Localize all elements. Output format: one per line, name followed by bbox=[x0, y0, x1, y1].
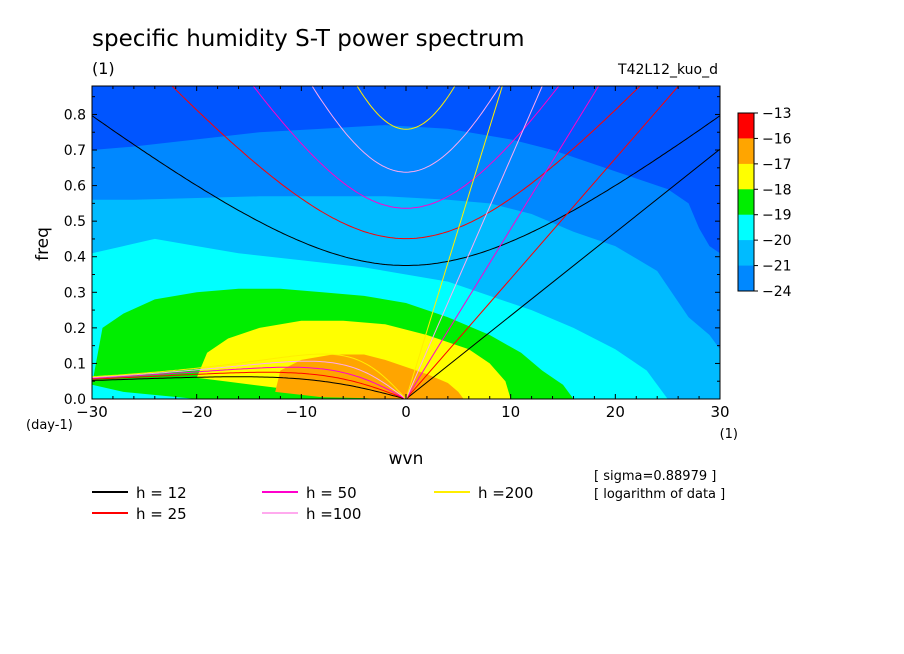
colorbar-swatch bbox=[738, 240, 754, 266]
y-tick-label: 0.7 bbox=[64, 143, 86, 159]
legend-label: h = 12 bbox=[136, 484, 187, 502]
legend-label: h =200 bbox=[478, 484, 533, 502]
colorbar-label: −13 bbox=[762, 106, 792, 122]
colorbar-label: −21 bbox=[762, 259, 792, 275]
legend: h = 12 h = 25 h = 50 h =100 h =200 bbox=[92, 484, 533, 523]
x-tick-label: −30 bbox=[76, 403, 108, 421]
x-tick-label: 0 bbox=[401, 403, 411, 421]
dispersion-curve bbox=[356, 86, 456, 130]
y-tick-label: 0.0 bbox=[64, 392, 86, 408]
dispersion-curve bbox=[92, 115, 720, 266]
dispersion-curve bbox=[405, 148, 720, 399]
x-tick-label: −20 bbox=[181, 403, 213, 421]
dispersion-curve bbox=[311, 86, 501, 173]
chart-title: specific humidity S-T power spectrum bbox=[92, 26, 524, 52]
dispersion-curve bbox=[405, 86, 543, 399]
colorbar-label: −24 bbox=[762, 284, 792, 300]
legend-label: h = 25 bbox=[136, 505, 187, 523]
run-name-label: T42L12_kuo_d bbox=[617, 62, 718, 78]
dispersion-curves bbox=[92, 86, 720, 399]
dispersion-curve bbox=[171, 86, 641, 240]
colorbar-label: −18 bbox=[762, 182, 792, 198]
y-tick-label: 0.8 bbox=[64, 107, 86, 123]
contour-fills bbox=[92, 86, 720, 399]
dispersion-curve bbox=[92, 366, 407, 399]
dispersion-curve bbox=[92, 371, 407, 399]
y-unit-label: (day-1) bbox=[26, 418, 73, 433]
contour-region bbox=[275, 354, 464, 399]
colorbar-swatch bbox=[738, 189, 754, 216]
chart-unit-label: (1) bbox=[92, 59, 115, 78]
x-axis-label: wvn bbox=[389, 449, 424, 469]
dispersion-curve bbox=[252, 86, 560, 209]
colorbar-swatch bbox=[738, 214, 754, 241]
x-tick-label: 10 bbox=[501, 403, 520, 421]
legend-label: h = 50 bbox=[306, 484, 357, 502]
dispersion-curve bbox=[92, 360, 407, 399]
y-tick-label: 0.4 bbox=[64, 250, 86, 266]
colorbar-swatch bbox=[738, 163, 754, 190]
x-tick-label: −10 bbox=[286, 403, 318, 421]
colorbar-label: −17 bbox=[762, 157, 792, 173]
dispersion-curve bbox=[92, 376, 407, 399]
x-unit-label: (1) bbox=[720, 427, 738, 442]
colorbar-label: −16 bbox=[762, 131, 792, 147]
log-annotation: [ logarithm of data ] bbox=[594, 487, 725, 502]
y-tick-label: 0.6 bbox=[64, 179, 86, 195]
colorbar-swatch bbox=[738, 113, 754, 139]
colorbar-swatch bbox=[738, 138, 754, 165]
dispersion-curve bbox=[405, 86, 680, 399]
legend-label: h =100 bbox=[306, 505, 361, 523]
axes: −30 −20 −10 0 10 20 30 0.0 0.1 0.2 0.3 0.4 0.5 0.6 0.7… bbox=[64, 86, 730, 421]
colorbar-label: −19 bbox=[762, 208, 792, 224]
dispersion-curve bbox=[92, 353, 407, 399]
y-tick-label: 0.5 bbox=[64, 214, 86, 230]
dispersion-curve bbox=[405, 86, 503, 399]
x-tick-label: 30 bbox=[710, 403, 729, 421]
colorbar: −13 −16 −17 −18 −19 −20 −21 −24 bbox=[737, 106, 792, 300]
dispersion-curve bbox=[405, 86, 600, 399]
y-tick-label: 0.1 bbox=[64, 356, 86, 372]
colorbar-label: −20 bbox=[762, 233, 792, 249]
colorbar-swatch bbox=[738, 265, 754, 292]
x-tick-label: 20 bbox=[606, 403, 625, 421]
y-axis-label: freq bbox=[33, 227, 53, 261]
y-tick-label: 0.2 bbox=[64, 321, 86, 337]
y-tick-label: 0.3 bbox=[64, 285, 86, 301]
sigma-annotation: [ sigma=0.88979 ] bbox=[594, 469, 716, 484]
